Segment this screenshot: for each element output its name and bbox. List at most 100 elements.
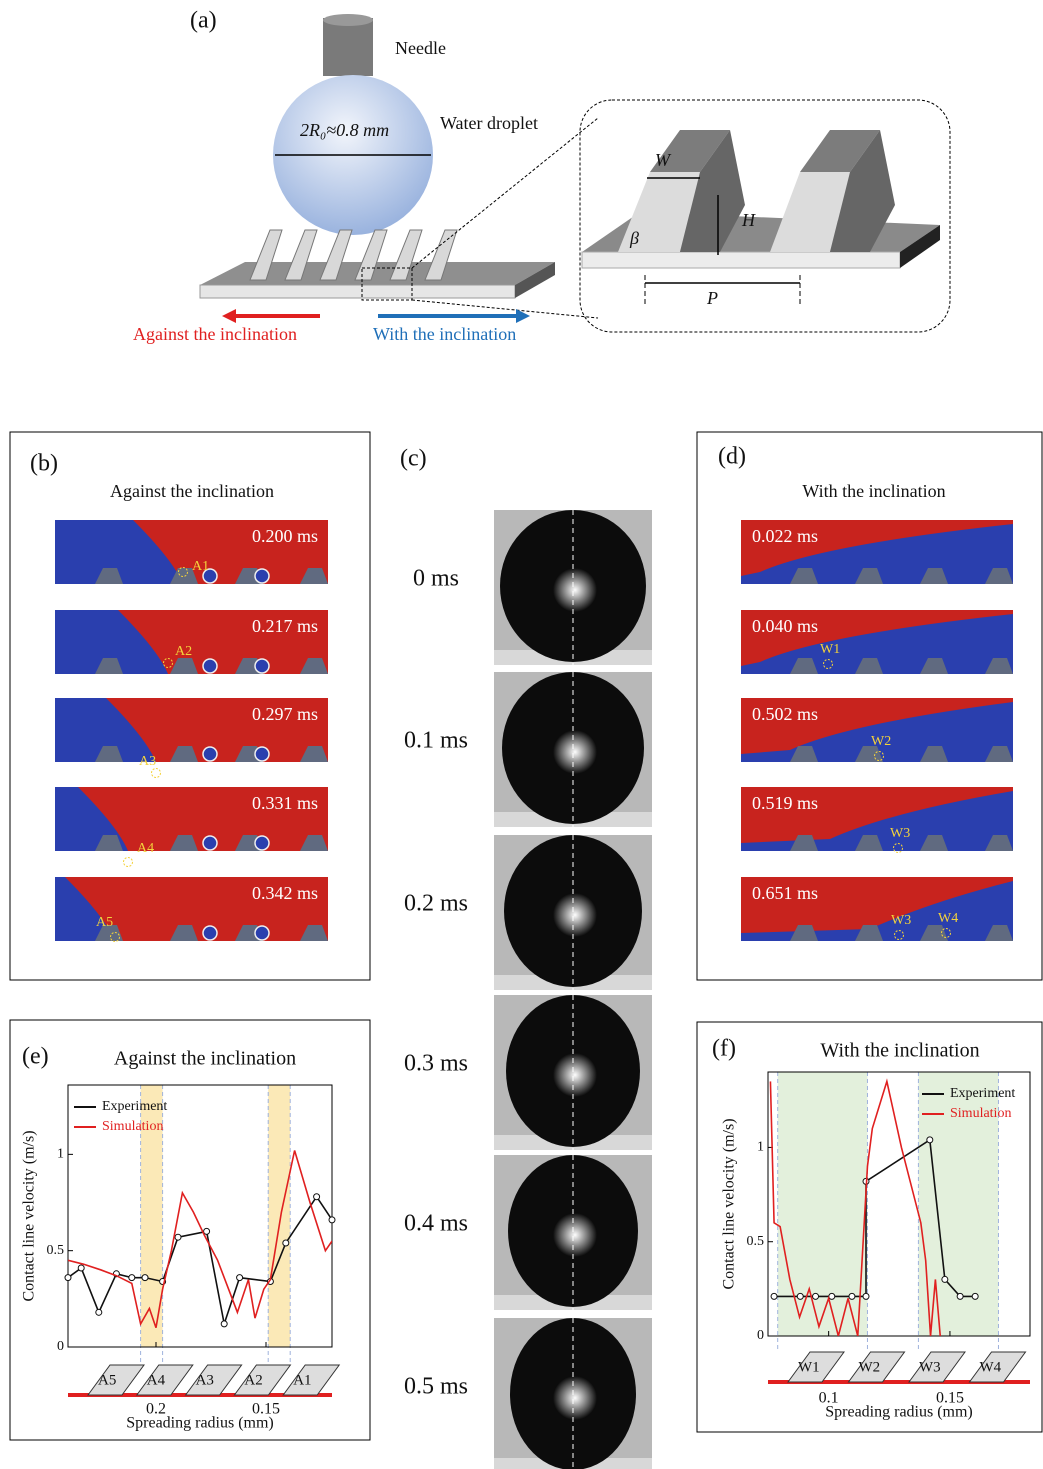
time-label: 0.217 ms bbox=[252, 616, 318, 636]
bubble bbox=[203, 659, 217, 673]
label: Against the inclination bbox=[133, 324, 297, 344]
label: P bbox=[706, 288, 718, 308]
y-tick-label: 0 bbox=[757, 1328, 764, 1343]
chart-title: With the inclination bbox=[820, 1040, 979, 1062]
series-line bbox=[68, 1151, 332, 1328]
point bbox=[142, 1275, 148, 1281]
legend-label: Simulation bbox=[950, 1106, 1011, 1121]
point bbox=[237, 1275, 243, 1281]
schematic-label: A3 bbox=[196, 1372, 214, 1388]
label: Needle bbox=[395, 38, 446, 58]
schematic-label: A1 bbox=[293, 1372, 311, 1388]
time-label: 0.502 ms bbox=[752, 704, 818, 724]
point bbox=[797, 1293, 803, 1299]
point bbox=[972, 1293, 978, 1299]
time-label: 0 ms bbox=[413, 566, 459, 592]
series-line bbox=[68, 1197, 332, 1324]
point bbox=[175, 1234, 181, 1240]
contact-point bbox=[124, 858, 133, 867]
schematic-label: A4 bbox=[147, 1372, 166, 1388]
point bbox=[813, 1293, 819, 1299]
highlight bbox=[553, 1053, 597, 1097]
schematic-label: W2 bbox=[859, 1359, 881, 1375]
panel-label: (a) bbox=[190, 8, 217, 34]
point bbox=[771, 1293, 777, 1299]
point-label: A1 bbox=[192, 559, 209, 574]
time-label: 0.331 ms bbox=[252, 793, 318, 813]
schematic-label: A5 bbox=[98, 1372, 116, 1388]
bubble bbox=[203, 926, 217, 940]
time-label: 0.200 ms bbox=[252, 526, 318, 546]
y-tick-label: 0.5 bbox=[747, 1234, 765, 1249]
point-label: A3 bbox=[139, 754, 156, 769]
point bbox=[863, 1293, 869, 1299]
time-label: 0.3 ms bbox=[404, 1051, 468, 1077]
contact-point bbox=[152, 769, 161, 778]
highlight bbox=[553, 1376, 597, 1420]
label: Water droplet bbox=[440, 113, 538, 133]
label: H bbox=[741, 210, 756, 230]
point-label: W2 bbox=[871, 734, 891, 749]
time-label: 0.2 ms bbox=[404, 891, 468, 917]
highlight-band bbox=[268, 1085, 290, 1347]
highlight bbox=[553, 568, 597, 612]
point-label: W3 bbox=[891, 913, 911, 928]
point-label: W4 bbox=[938, 911, 958, 926]
point bbox=[942, 1276, 948, 1282]
bubble bbox=[203, 836, 217, 850]
time-label: 0.4 ms bbox=[404, 1211, 468, 1237]
point bbox=[221, 1321, 227, 1327]
panel-title: With the inclination bbox=[802, 481, 945, 501]
time-label: 0.040 ms bbox=[752, 616, 818, 636]
schematic-label: W4 bbox=[980, 1359, 1002, 1375]
point bbox=[283, 1240, 289, 1246]
point bbox=[96, 1309, 102, 1315]
legend-label: Simulation bbox=[102, 1119, 163, 1134]
panel-label: (c) bbox=[400, 446, 427, 472]
panel-label: (b) bbox=[30, 451, 58, 477]
time-label: 0.651 ms bbox=[752, 883, 818, 903]
label: 2R₀≈0.8 mm bbox=[300, 120, 389, 140]
schematic-a bbox=[200, 14, 950, 332]
highlight bbox=[553, 730, 597, 774]
point bbox=[78, 1265, 84, 1271]
bubble bbox=[255, 836, 269, 850]
time-label: 0.297 ms bbox=[252, 704, 318, 724]
y-tick-label: 0 bbox=[57, 1339, 64, 1354]
label: β bbox=[629, 228, 639, 248]
bubble bbox=[255, 659, 269, 673]
point bbox=[314, 1194, 320, 1200]
point-label: A2 bbox=[175, 644, 192, 659]
point bbox=[65, 1275, 71, 1281]
time-label: 0.519 ms bbox=[752, 793, 818, 813]
point bbox=[829, 1293, 835, 1299]
label: W bbox=[655, 150, 672, 170]
y-tick-label: 1 bbox=[57, 1147, 64, 1162]
x-axis-label: Spreading radius (mm) bbox=[126, 1415, 274, 1432]
highlight bbox=[553, 1213, 597, 1257]
y-axis-label: Contact line velocity (m/s) bbox=[21, 1130, 38, 1301]
time-label: 0.1 ms bbox=[404, 728, 468, 754]
time-label: 0.342 ms bbox=[252, 883, 318, 903]
legend-label: Experiment bbox=[950, 1086, 1015, 1101]
point-label: A5 bbox=[96, 915, 113, 930]
chart-title: Against the inclination bbox=[114, 1048, 296, 1070]
label: With the inclination bbox=[373, 324, 516, 344]
bubble bbox=[255, 926, 269, 940]
bubble bbox=[203, 747, 217, 761]
y-tick-label: 1 bbox=[757, 1140, 764, 1155]
panel-label: (d) bbox=[718, 444, 746, 470]
highlight bbox=[553, 893, 597, 937]
point bbox=[849, 1293, 855, 1299]
point-label: W3 bbox=[890, 826, 910, 841]
point-label: A4 bbox=[137, 841, 154, 856]
figure: (a) Needle 2R₀≈0.8 mm Water droplet W H … bbox=[0, 0, 1043, 1469]
bubble bbox=[255, 569, 269, 583]
y-axis-label: Contact line velocity (m/s) bbox=[721, 1118, 738, 1289]
schematic-label: A2 bbox=[244, 1372, 262, 1388]
legend-label: Experiment bbox=[102, 1099, 167, 1114]
time-label: 0.5 ms bbox=[404, 1374, 468, 1400]
point bbox=[329, 1217, 335, 1223]
panel-label: (e) bbox=[22, 1044, 49, 1070]
point bbox=[927, 1137, 933, 1143]
